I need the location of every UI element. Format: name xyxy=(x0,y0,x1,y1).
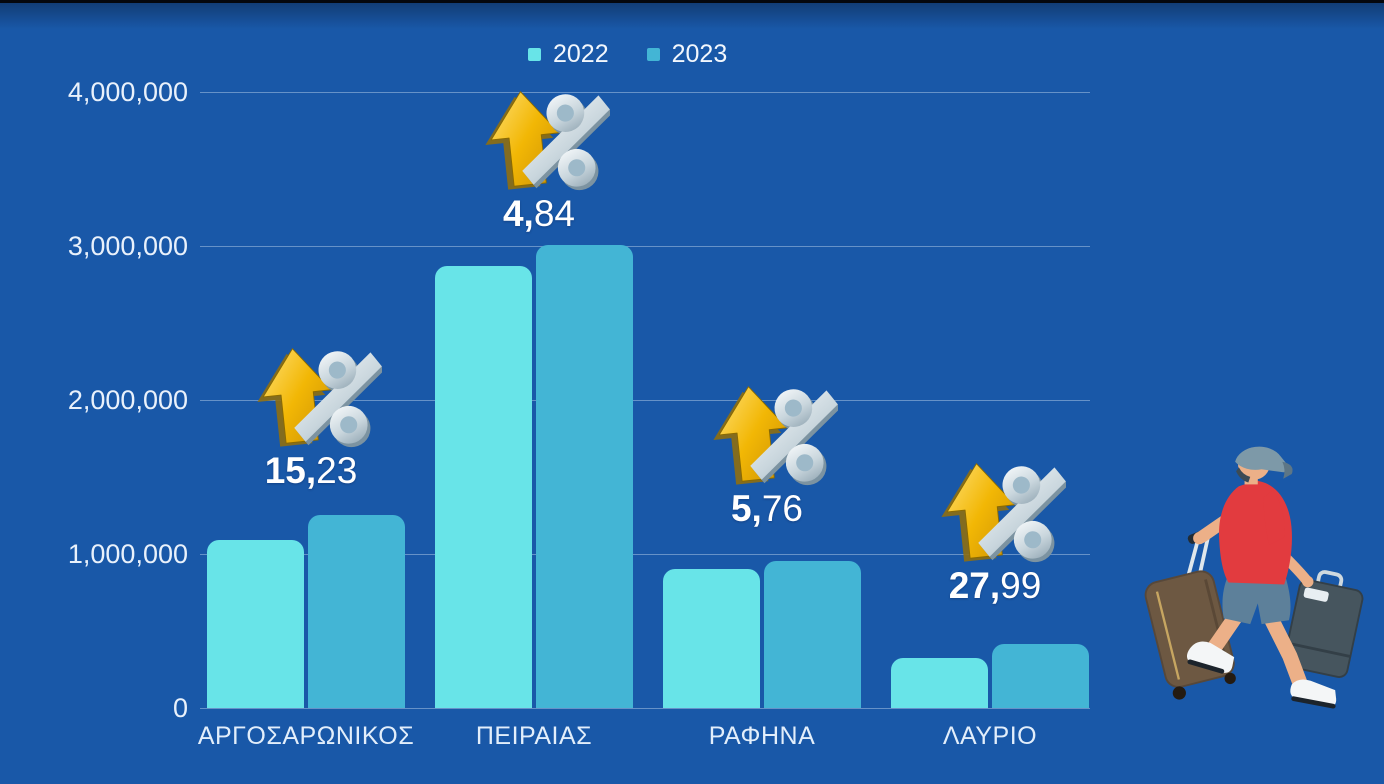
y-axis-tick-label: 4,000,000 xyxy=(67,77,188,107)
bar-2023-group2 xyxy=(764,560,861,708)
traveler-with-luggage-illustration xyxy=(1144,446,1364,709)
chart-legend: 2022 2023 xyxy=(528,40,727,69)
top-dark-strip xyxy=(0,0,1384,3)
bar-2023-group3 xyxy=(992,643,1089,708)
bar-2023-group0 xyxy=(308,514,405,708)
x-axis-category-label: ΛΑΥΡΙΟ xyxy=(942,722,1038,750)
gridline xyxy=(200,246,1090,247)
gridline xyxy=(200,400,1090,401)
carried-suitcase xyxy=(1283,570,1364,678)
bar-2022-group2 xyxy=(663,568,760,708)
y-axis-tick-label: 1,000,000 xyxy=(67,539,188,569)
percent-increase-annotation: 5,76 xyxy=(679,379,855,531)
top-fade-gradient xyxy=(0,3,1384,29)
bar-2022-group0 xyxy=(207,540,304,708)
legend-label-2023: 2023 xyxy=(671,40,728,68)
bar-2022-group1 xyxy=(435,266,532,708)
percent-increase-annotation: 4,84 xyxy=(451,84,627,236)
percent-increase-value: 5,76 xyxy=(730,487,803,529)
legend-item-2023: 2023 xyxy=(646,40,728,69)
arrow-up-percent-icon xyxy=(941,463,1066,563)
arrow-up-percent-icon xyxy=(713,385,838,485)
gridline xyxy=(200,708,1090,709)
legend-label-2022: 2022 xyxy=(553,40,609,68)
bar-2022-group3 xyxy=(891,657,988,708)
y-axis-tick-label: 2,000,000 xyxy=(67,385,188,415)
arrow-up-percent-icon xyxy=(257,347,382,447)
y-axis-tick-label: 0 xyxy=(172,693,188,723)
arrow-up-percent-icon xyxy=(485,90,610,190)
shorts xyxy=(1222,576,1291,625)
percent-increase-value: 4,84 xyxy=(502,192,575,234)
cap xyxy=(1235,446,1289,473)
bar-2023-group1 xyxy=(536,244,633,708)
percent-increase-annotation: 27,99 xyxy=(907,456,1083,608)
percent-increase-value: 15,23 xyxy=(264,449,358,491)
gridline xyxy=(200,554,1090,555)
legend-item-2022: 2022 xyxy=(528,40,609,69)
legend-swatch-2023-icon xyxy=(646,48,660,61)
legend-swatch-2022-icon xyxy=(528,48,541,61)
x-axis-category-label: ΠΕΙΡΑΙΑΣ xyxy=(475,722,593,750)
percent-increase-annotation: 15,23 xyxy=(223,341,399,493)
x-axis-category-label: ΡΑΦΗΝΑ xyxy=(708,722,816,750)
x-axis-category-label: ΑΡΓΟΣΑΡΩΝΙΚΟΣ xyxy=(197,722,415,750)
y-axis-tick-label: 3,000,000 xyxy=(67,231,188,261)
gridline xyxy=(200,92,1090,93)
right-leg xyxy=(1263,610,1309,694)
percent-increase-value: 27,99 xyxy=(948,564,1042,606)
